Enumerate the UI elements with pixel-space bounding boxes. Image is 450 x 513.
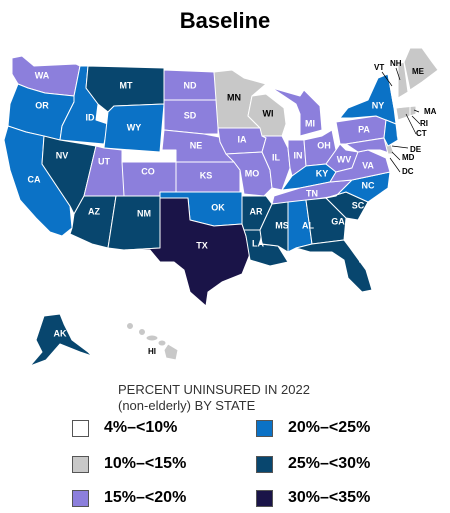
state-nm[interactable]	[107, 195, 161, 251]
state-label-va: VA	[362, 160, 374, 170]
state-ks[interactable]	[175, 161, 241, 193]
state-label-mo: MO	[245, 168, 260, 178]
legend-label: 10%–<15%	[104, 455, 187, 472]
state-label-ri: RI	[420, 119, 428, 128]
state-label-ok: OK	[211, 202, 225, 212]
state-label-co: CO	[141, 166, 155, 176]
state-label-nh: NH	[390, 59, 402, 68]
legend-swatch	[256, 455, 273, 473]
state-label-mi: MI	[305, 118, 315, 128]
legend-title: PERCENT UNINSURED IN 2022 (non-elderly) …	[118, 382, 310, 414]
state-label-al: AL	[302, 220, 314, 230]
legend-swatch	[256, 419, 273, 437]
state-mi[interactable]	[271, 87, 323, 137]
state-nj[interactable]	[383, 119, 399, 147]
state-label-az: AZ	[88, 206, 100, 216]
state-label-hi: HI	[148, 347, 156, 356]
state-nh[interactable]	[397, 61, 409, 99]
state-va[interactable]	[329, 149, 391, 183]
state-label-or: OR	[35, 100, 49, 110]
state-label-dc: DC	[402, 167, 414, 176]
state-label-sc: SC	[352, 200, 365, 210]
state-sd[interactable]	[163, 99, 219, 135]
state-label-nm: NM	[137, 208, 151, 218]
state-vt[interactable]	[387, 71, 399, 109]
state-label-nj: NJ	[396, 128, 408, 138]
state-label-wv: WV	[337, 154, 352, 164]
state-il[interactable]	[261, 135, 291, 191]
state-label-mt: MT	[120, 80, 133, 90]
state-label-ne: NE	[190, 140, 203, 150]
state-label-me: ME	[412, 67, 425, 76]
us-map: WA OR CA ID NV MT WY UT AZ CO NM ND SD NE KS OK TX MN IA MO…	[3, 47, 439, 367]
state-label-ca: CA	[28, 174, 41, 184]
state-label-tn: TN	[306, 188, 318, 198]
state-fl[interactable]	[295, 239, 373, 293]
state-label-wy: WY	[127, 122, 142, 132]
state-label-vt: VT	[374, 63, 384, 72]
state-labels: WA OR CA ID NV MT WY UT AZ CO NM ND SD NE KS OK TX MN IA MO…	[28, 59, 437, 356]
state-label-ct: CT	[416, 129, 427, 138]
state-tx[interactable]	[123, 197, 251, 307]
legend-swatch	[72, 455, 89, 473]
state-label-mn: MN	[227, 92, 241, 102]
state-label-la: LA	[252, 238, 264, 248]
state-ga[interactable]	[305, 197, 347, 245]
state-label-wa: WA	[35, 70, 50, 80]
state-label-ma: MA	[424, 107, 437, 116]
legend-label: 15%–<20%	[104, 489, 187, 506]
state-me[interactable]	[403, 47, 439, 91]
legend-swatch	[72, 419, 89, 437]
legend-label: 4%–<10%	[104, 419, 178, 436]
state-label-de: DE	[410, 145, 422, 154]
state-ak[interactable]	[29, 313, 93, 367]
state-label-in: IN	[294, 150, 303, 160]
map-title: Baseline	[179, 8, 271, 33]
legend-title-line2: (non-elderly) BY STATE	[118, 398, 256, 413]
state-ri[interactable]	[409, 105, 417, 117]
state-label-id: ID	[86, 112, 96, 122]
legend-item-30-35: 30%–<35%	[256, 488, 370, 508]
legend-label: 30%–<35%	[288, 489, 371, 506]
state-label-md: MD	[402, 153, 415, 162]
legend-item-20-25: 20%–<25%	[256, 418, 370, 438]
state-label-wi: WI	[263, 108, 274, 118]
legend-item-15-20: 15%–<20%	[72, 488, 186, 508]
leader-lines	[381, 67, 421, 173]
legend-swatch	[256, 489, 273, 507]
state-label-fl: FL	[359, 254, 370, 264]
legend-item-4-10: 4%–<10%	[72, 418, 177, 438]
state-label-ks: KS	[200, 170, 213, 180]
state-label-il: IL	[272, 152, 281, 162]
legend-swatch	[72, 489, 89, 507]
state-label-nc: NC	[362, 180, 375, 190]
state-wy[interactable]	[103, 103, 165, 153]
state-label-oh: OH	[317, 140, 331, 150]
state-label-nv: NV	[56, 150, 69, 160]
legend-title-line1: PERCENT UNINSURED IN 2022	[118, 382, 310, 397]
state-label-ga: GA	[331, 216, 345, 226]
state-label-ia: IA	[238, 134, 248, 144]
state-ny[interactable]	[339, 73, 397, 125]
state-label-ut: UT	[98, 156, 110, 166]
state-hi[interactable]	[126, 322, 179, 361]
legend-label: 25%–<30%	[288, 455, 371, 472]
state-label-ar: AR	[250, 206, 263, 216]
legend-item-10-15: 10%–<15%	[72, 454, 186, 474]
state-label-ny: NY	[372, 100, 385, 110]
state-label-ak: AK	[54, 328, 67, 338]
legend-item-25-30: 25%–<30%	[256, 454, 370, 474]
legend-label: 20%–<25%	[288, 419, 371, 436]
state-label-pa: PA	[358, 124, 370, 134]
state-label-tx: TX	[196, 240, 208, 250]
state-label-sd: SD	[184, 110, 197, 120]
state-label-ms: MS	[275, 220, 289, 230]
state-label-ky: KY	[316, 168, 329, 178]
state-label-nd: ND	[184, 80, 197, 90]
